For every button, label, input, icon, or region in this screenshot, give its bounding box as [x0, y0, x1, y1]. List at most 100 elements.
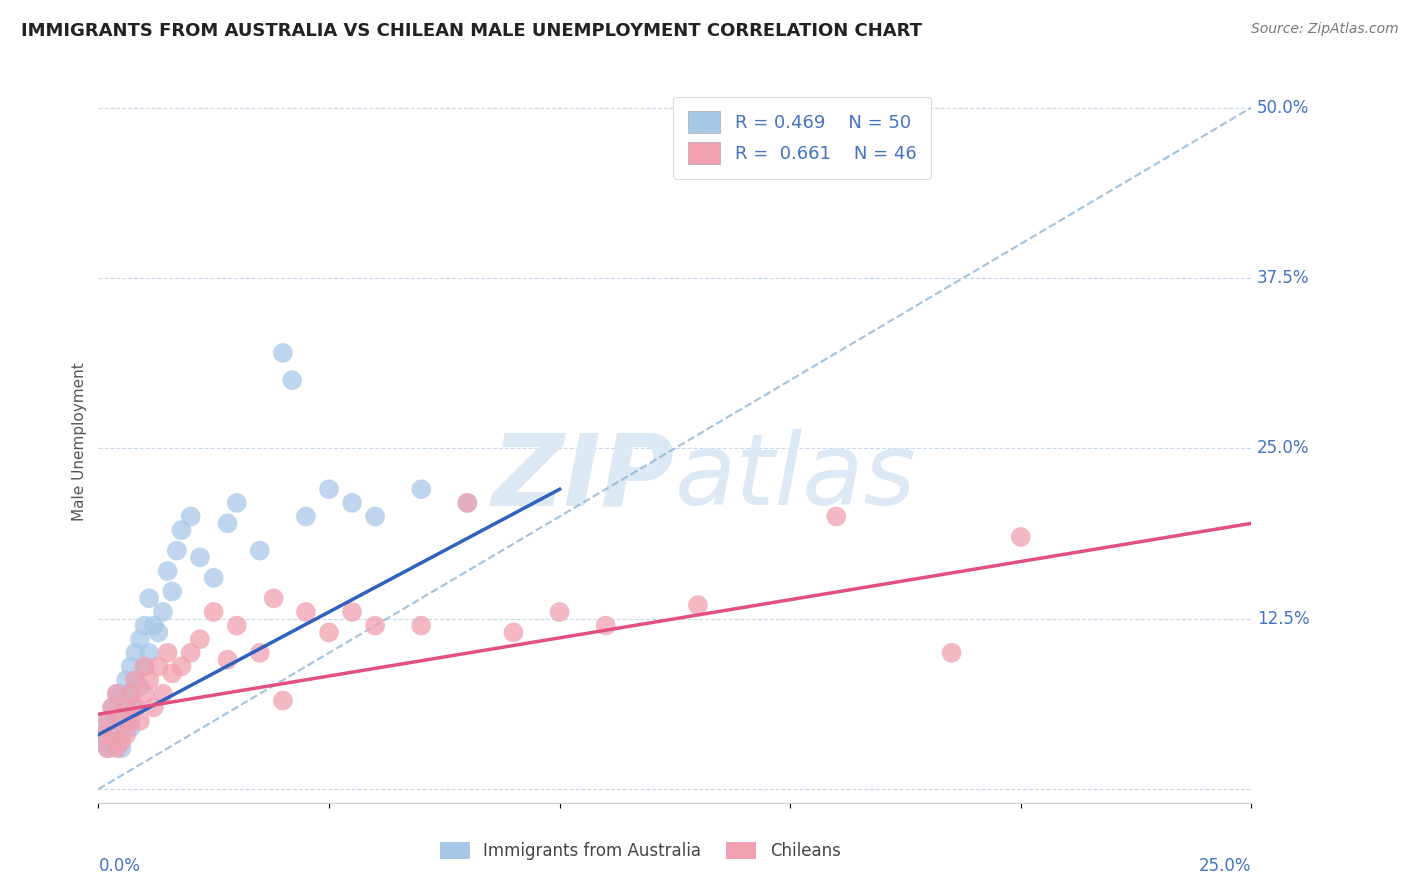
Point — [825, 509, 848, 524]
Point — [340, 496, 363, 510]
Point — [156, 646, 179, 660]
Point — [115, 700, 138, 714]
Point — [318, 625, 340, 640]
Point — [271, 693, 294, 707]
Point — [502, 625, 524, 640]
Point — [91, 728, 114, 742]
Point — [120, 721, 142, 735]
Point — [188, 550, 211, 565]
Point — [263, 591, 285, 606]
Point — [271, 346, 294, 360]
Point — [115, 728, 138, 742]
Point — [138, 673, 160, 687]
Y-axis label: Male Unemployment: Male Unemployment — [72, 362, 87, 521]
Point — [1010, 530, 1032, 544]
Point — [110, 714, 132, 728]
Point — [456, 496, 478, 510]
Point — [97, 741, 120, 756]
Point — [170, 523, 193, 537]
Point — [110, 734, 132, 748]
Point — [97, 741, 120, 756]
Point — [188, 632, 211, 647]
Point — [340, 605, 363, 619]
Point — [120, 687, 142, 701]
Point — [249, 646, 271, 660]
Point — [152, 687, 174, 701]
Text: ZIP: ZIP — [492, 429, 675, 526]
Point — [101, 700, 124, 714]
Point — [170, 659, 193, 673]
Text: Source: ZipAtlas.com: Source: ZipAtlas.com — [1251, 22, 1399, 37]
Point — [138, 646, 160, 660]
Point — [202, 605, 225, 619]
Point — [142, 700, 165, 714]
Text: 50.0%: 50.0% — [1257, 98, 1309, 117]
Point — [129, 680, 152, 694]
Point — [152, 605, 174, 619]
Point — [91, 728, 114, 742]
Point — [941, 646, 963, 660]
Point — [318, 482, 340, 496]
Point — [105, 741, 128, 756]
Point — [105, 714, 128, 728]
Point — [124, 646, 146, 660]
Point — [124, 700, 146, 714]
Point — [110, 714, 132, 728]
Point — [202, 571, 225, 585]
Point — [101, 734, 124, 748]
Point — [101, 700, 124, 714]
Point — [115, 700, 138, 714]
Point — [295, 509, 318, 524]
Point — [129, 714, 152, 728]
Text: 0.0%: 0.0% — [98, 857, 141, 875]
Point — [142, 618, 165, 632]
Point — [101, 728, 124, 742]
Point — [225, 618, 247, 632]
Legend: Immigrants from Australia, Chileans: Immigrants from Australia, Chileans — [433, 835, 848, 867]
Text: 25.0%: 25.0% — [1257, 440, 1309, 458]
Point — [110, 728, 132, 742]
Point — [134, 659, 156, 673]
Point — [110, 687, 132, 701]
Point — [110, 741, 132, 756]
Point — [148, 625, 170, 640]
Point — [97, 714, 120, 728]
Point — [120, 714, 142, 728]
Point — [281, 373, 304, 387]
Point — [105, 687, 128, 701]
Point — [249, 543, 271, 558]
Point — [148, 659, 170, 673]
Point — [129, 632, 152, 647]
Point — [411, 482, 433, 496]
Text: 12.5%: 12.5% — [1257, 610, 1310, 628]
Point — [134, 659, 156, 673]
Point — [115, 673, 138, 687]
Point — [101, 728, 124, 742]
Point — [160, 584, 183, 599]
Point — [120, 659, 142, 673]
Point — [411, 618, 433, 632]
Point — [97, 714, 120, 728]
Point — [595, 618, 617, 632]
Point — [138, 591, 160, 606]
Point — [160, 666, 183, 681]
Point — [225, 496, 247, 510]
Point — [124, 673, 146, 687]
Point — [124, 673, 146, 687]
Point — [105, 687, 128, 701]
Point — [456, 496, 478, 510]
Point — [686, 598, 709, 612]
Point — [364, 618, 387, 632]
Point — [120, 687, 142, 701]
Point — [364, 509, 387, 524]
Point — [548, 605, 571, 619]
Text: 25.0%: 25.0% — [1199, 857, 1251, 875]
Point — [180, 646, 202, 660]
Point — [156, 564, 179, 578]
Text: atlas: atlas — [675, 429, 917, 526]
Point — [166, 543, 188, 558]
Point — [124, 700, 146, 714]
Point — [180, 509, 202, 524]
Point — [115, 714, 138, 728]
Point — [217, 653, 239, 667]
